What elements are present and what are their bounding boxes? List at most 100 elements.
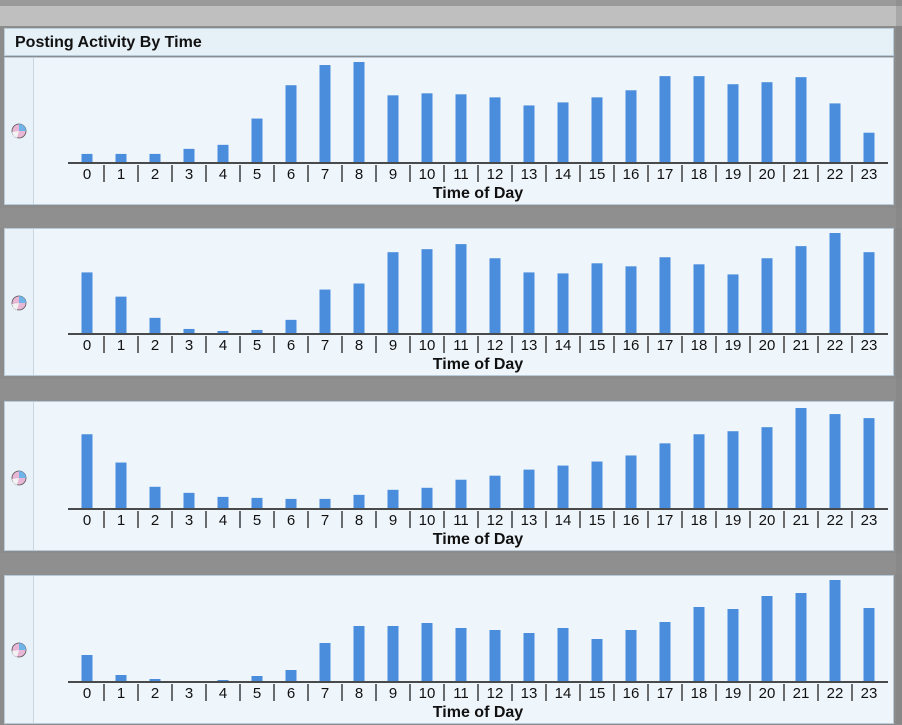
x-tick-label: 12 <box>487 337 504 354</box>
bar-hour-7 <box>319 643 331 681</box>
bar-hour-3 <box>183 328 195 333</box>
x-tick-label: 5 <box>253 685 261 702</box>
bar-hour-21 <box>795 77 807 162</box>
x-tick-label: 6 <box>287 337 295 354</box>
x-tick-label: 16 <box>623 166 640 183</box>
bar-hour-20 <box>761 427 773 508</box>
x-tick-label: 18 <box>691 512 708 529</box>
x-tick-label: 3 <box>185 337 193 354</box>
bar-hour-22 <box>829 103 841 162</box>
bar-hour-17 <box>659 622 671 681</box>
x-tick-label: 20 <box>759 512 776 529</box>
bar-hour-22 <box>829 580 841 681</box>
bar-hour-0 <box>81 153 93 162</box>
x-tick-label: 1 <box>117 512 125 529</box>
x-tick-label: 9 <box>389 337 397 354</box>
bar-hour-14 <box>557 102 569 162</box>
x-tick-label: 14 <box>555 685 572 702</box>
x-tick-label: 17 <box>657 337 674 354</box>
x-tick-label: 8 <box>355 166 363 183</box>
x-tick-label: 2 <box>151 512 159 529</box>
pie-chart-icon[interactable] <box>11 470 27 486</box>
x-tick-label: 20 <box>759 685 776 702</box>
bar-hour-8 <box>353 626 365 681</box>
panel-left-column <box>5 58 34 204</box>
bar-hour-13 <box>523 272 535 333</box>
right-edge <box>896 0 902 724</box>
bar-hour-20 <box>761 258 773 333</box>
bar-hour-13 <box>523 105 535 162</box>
x-tick-label: 8 <box>355 685 363 702</box>
x-tick-label: 22 <box>827 166 844 183</box>
x-tick-label: 11 <box>453 685 469 702</box>
bar-hour-3 <box>183 148 195 162</box>
x-tick-label: 19 <box>725 337 742 354</box>
x-tick-label: 16 <box>623 512 640 529</box>
pie-chart-icon[interactable] <box>11 123 27 139</box>
bar-hour-19 <box>727 84 739 162</box>
bar-hour-17 <box>659 257 671 333</box>
x-tick-label: 3 <box>185 166 193 183</box>
bar-hour-21 <box>795 593 807 681</box>
x-tick-label: 22 <box>827 512 844 529</box>
x-tick-label: 21 <box>793 166 810 183</box>
x-tick-label: 14 <box>555 337 572 354</box>
bar-hour-13 <box>523 469 535 508</box>
bar-hour-4 <box>217 144 229 162</box>
x-tick-label: 4 <box>219 337 227 354</box>
bar-hour-6 <box>285 319 297 333</box>
bar-hour-23 <box>863 132 875 162</box>
x-tick-label: 7 <box>321 512 329 529</box>
bar-hour-8 <box>353 494 365 508</box>
bar-hour-9 <box>387 95 399 162</box>
bar-hour-9 <box>387 626 399 681</box>
bar-hour-17 <box>659 76 671 162</box>
bar-hour-2 <box>149 679 161 681</box>
bar-hour-12 <box>489 258 501 333</box>
bar-hour-5 <box>251 497 263 508</box>
x-tick-label: 7 <box>321 337 329 354</box>
x-tick-label: 21 <box>793 512 810 529</box>
bar-hour-11 <box>455 244 467 333</box>
x-tick-label: 1 <box>117 337 125 354</box>
x-tick-label: 6 <box>287 685 295 702</box>
panel-divider <box>0 379 902 401</box>
pie-chart-icon[interactable] <box>11 295 27 311</box>
x-tick-label: 15 <box>589 337 606 354</box>
bar-hour-14 <box>557 273 569 333</box>
bar-hour-14 <box>557 628 569 681</box>
bar-hour-15 <box>591 639 603 681</box>
bar-hour-1 <box>115 296 127 333</box>
x-tick-label: 21 <box>793 337 810 354</box>
x-axis-title: Time of Day <box>433 356 524 373</box>
x-tick-label: 7 <box>321 166 329 183</box>
time-of-day-bar-chart-1: 0 1 2 3 4 5 6 7 8 9 10 11 12 13 14 15 16 17 18 19 20 21 22 23Ti… <box>68 62 888 202</box>
bar-hour-22 <box>829 414 841 508</box>
x-tick-label: 10 <box>419 337 436 354</box>
x-tick-label: 17 <box>657 512 674 529</box>
bar-hour-16 <box>625 90 637 162</box>
x-tick-label: 3 <box>185 685 193 702</box>
panel-left-column <box>5 576 34 723</box>
x-tick-label: 4 <box>219 685 227 702</box>
pie-chart-icon[interactable] <box>11 642 27 658</box>
x-tick-label: 8 <box>355 512 363 529</box>
bar-hour-12 <box>489 630 501 681</box>
time-of-day-bar-chart-4: 0 1 2 3 4 5 6 7 8 9 10 11 12 13 14 15 16 17 18 19 20 21 22 23Ti… <box>68 580 888 721</box>
chart-panel-1: 0 1 2 3 4 5 6 7 8 9 10 11 12 13 14 15 16 17 18 19 20 21 22 23 Ti… <box>4 57 894 205</box>
bar-hour-23 <box>863 252 875 333</box>
x-tick-label: 18 <box>691 337 708 354</box>
x-axis-title: Time of Day <box>433 704 524 721</box>
bar-hour-13 <box>523 633 535 681</box>
x-tick-label: 14 <box>555 166 572 183</box>
time-of-day-bar-chart-2: 0 1 2 3 4 5 6 7 8 9 10 11 12 13 14 15 16 17 18 19 20 21 22 23Ti… <box>68 233 888 373</box>
x-tick-label: 9 <box>389 166 397 183</box>
bar-hour-11 <box>455 94 467 162</box>
bar-hour-19 <box>727 274 739 333</box>
x-tick-label: 9 <box>389 512 397 529</box>
x-tick-label: 17 <box>657 685 674 702</box>
bar-hour-4 <box>217 330 229 333</box>
x-tick-label: 13 <box>521 337 538 354</box>
top-strip <box>0 0 902 26</box>
x-tick-label: 20 <box>759 166 776 183</box>
